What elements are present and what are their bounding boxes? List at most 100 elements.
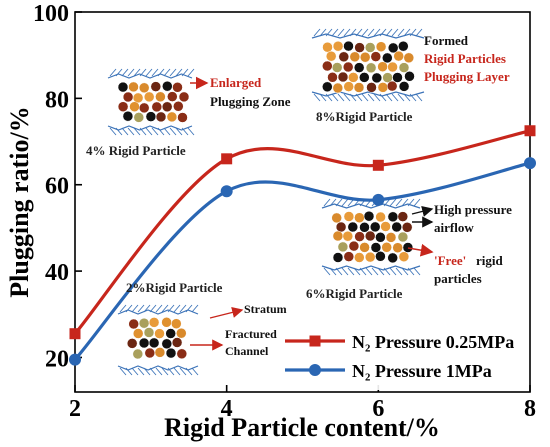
wall-hatch (335, 267, 343, 276)
particle (145, 111, 157, 122)
particle (343, 81, 354, 92)
wall-hatch (313, 28, 321, 37)
particle (322, 60, 333, 72)
wall-hatch (157, 127, 165, 136)
wall-hatch (391, 93, 399, 102)
particle (401, 222, 413, 233)
wall-hatch (355, 93, 363, 102)
label-rigid-particles: Rigid Particles (424, 51, 506, 66)
particle (397, 231, 409, 243)
label-plugging-zone: Plugging Zone (210, 94, 291, 109)
wall-hatch (365, 267, 373, 276)
wall-hatch (367, 28, 375, 37)
wall-hatch (157, 68, 165, 77)
particle (359, 51, 371, 63)
wall-hatch (401, 267, 409, 276)
wall-hatch (175, 68, 183, 77)
legend-label-1: N₂ Pressure 1MPa (352, 361, 492, 381)
particle (370, 51, 382, 62)
wall-hatch (161, 304, 169, 313)
series-0-point (524, 125, 536, 137)
y-axis-ticks: 20 40 60 80 100 (33, 1, 82, 372)
wall-hatch (379, 28, 387, 37)
wall-hatch (413, 267, 421, 276)
particle (354, 231, 365, 242)
x-tick-label: 4 (221, 396, 233, 422)
particle (126, 338, 138, 349)
wall-hatch (343, 28, 351, 37)
particle (155, 91, 166, 103)
wall-hatch (401, 198, 409, 207)
particle (165, 347, 177, 359)
particle (398, 251, 410, 262)
wall-hatch (347, 267, 355, 276)
particle (392, 72, 403, 83)
wall-hatch (331, 28, 339, 37)
particle (177, 112, 188, 123)
wall-hatch (377, 267, 385, 276)
fracture-wall (321, 203, 421, 209)
wall-hatch (191, 367, 199, 376)
particle (359, 222, 370, 233)
particle (122, 91, 134, 103)
particle (375, 232, 386, 243)
particle (364, 251, 376, 263)
particle (162, 80, 173, 92)
wall-hatch (187, 68, 195, 77)
y-tick-label: 40 (45, 260, 69, 286)
particle (364, 42, 376, 53)
particle (354, 252, 365, 263)
particle (363, 210, 375, 222)
caption-8pct: 8%Rigid Particle (316, 109, 413, 124)
wall-hatch (121, 127, 129, 136)
wall-hatch (355, 28, 363, 37)
wall-hatch (409, 93, 417, 102)
legend-marker-1 (309, 364, 321, 376)
particle (176, 327, 187, 339)
particle (138, 82, 150, 94)
particle (365, 62, 377, 74)
wall-hatch (335, 198, 343, 207)
wall-hatch (373, 28, 381, 37)
particle (364, 230, 376, 242)
particle (128, 318, 139, 330)
plot-frame (74, 11, 531, 393)
particle (342, 61, 354, 73)
label-enlarged: Enlarged (210, 75, 262, 90)
wall-hatch (109, 127, 117, 136)
wall-hatch (187, 127, 195, 136)
particle (375, 211, 386, 223)
particle (332, 40, 344, 52)
wall-hatch (359, 267, 367, 276)
wall-hatch (395, 198, 403, 207)
illustration-layer (107, 28, 434, 376)
wall-hatch (109, 68, 117, 77)
wall-hatch (385, 93, 393, 102)
wall-hatch (331, 93, 339, 102)
wall-hatch (383, 267, 391, 276)
fracture-wall (311, 33, 425, 39)
particle (166, 111, 178, 123)
wall-hatch (155, 367, 163, 376)
particle (161, 338, 173, 350)
particle (386, 80, 398, 92)
particle (138, 102, 150, 114)
x-tick-label: 2 (69, 396, 81, 422)
particle (382, 52, 393, 64)
particle (393, 50, 404, 62)
fracture-wall (117, 365, 199, 371)
illustration-2pct (117, 304, 199, 376)
label-particles: particles (434, 271, 482, 286)
label-airflow: airflow (434, 220, 474, 235)
particle (370, 242, 382, 253)
wall-hatch (119, 367, 127, 376)
wall-hatch (415, 93, 423, 102)
wall-hatch (125, 367, 133, 376)
particle (397, 211, 409, 222)
particle (403, 52, 415, 64)
particle (117, 101, 129, 112)
label-formed: Formed (424, 33, 469, 48)
particle (359, 242, 370, 253)
wall-hatch (329, 267, 337, 276)
particle (117, 81, 129, 93)
